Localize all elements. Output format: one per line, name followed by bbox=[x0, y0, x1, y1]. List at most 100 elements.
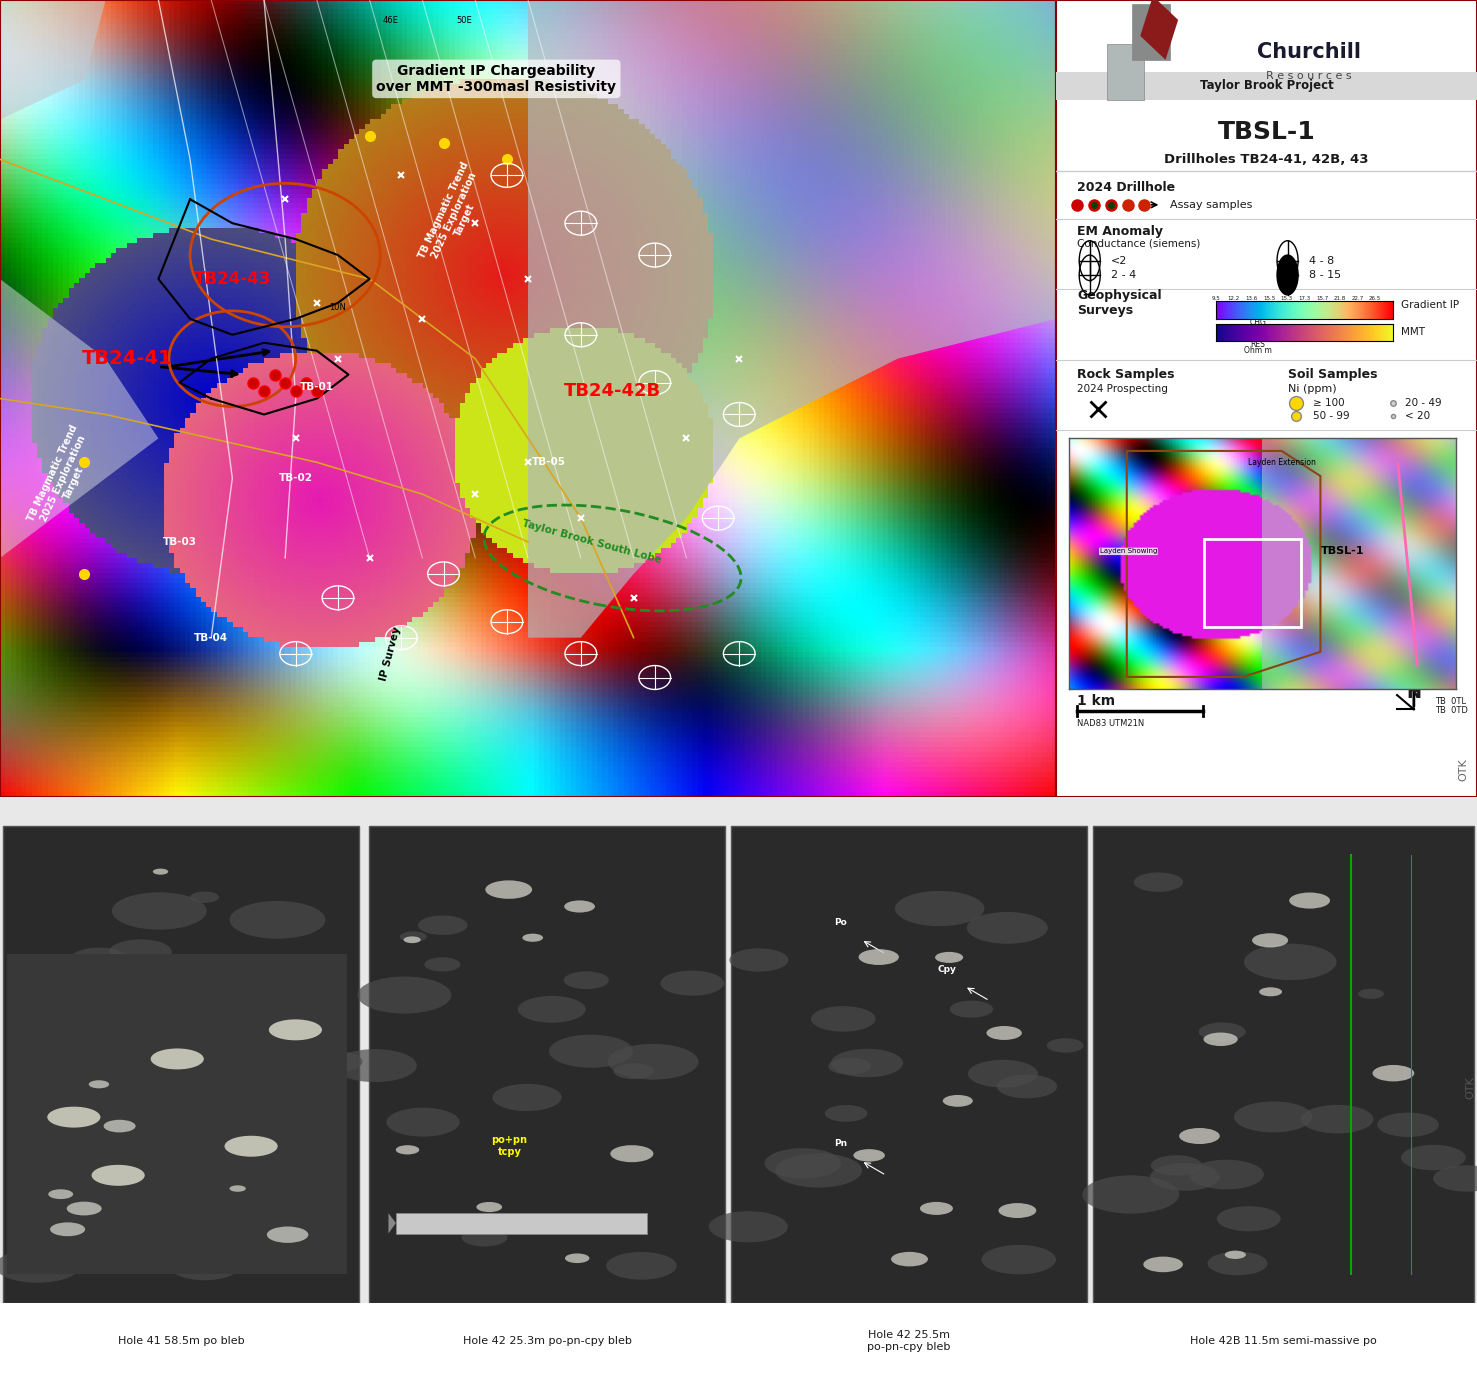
Text: 2 - 4: 2 - 4 bbox=[1111, 270, 1136, 280]
Circle shape bbox=[267, 1226, 309, 1242]
Circle shape bbox=[216, 1117, 272, 1139]
Circle shape bbox=[164, 969, 232, 997]
Circle shape bbox=[1134, 873, 1183, 892]
Circle shape bbox=[854, 1149, 885, 1161]
Circle shape bbox=[1377, 1113, 1439, 1136]
Circle shape bbox=[981, 1245, 1056, 1274]
Circle shape bbox=[660, 971, 724, 996]
Circle shape bbox=[891, 1252, 928, 1266]
Text: TB-04: TB-04 bbox=[193, 633, 229, 643]
Circle shape bbox=[403, 936, 421, 943]
Circle shape bbox=[832, 1049, 902, 1077]
Circle shape bbox=[173, 1004, 266, 1041]
Circle shape bbox=[47, 1107, 100, 1128]
Circle shape bbox=[950, 1001, 993, 1018]
Circle shape bbox=[829, 1058, 871, 1074]
Circle shape bbox=[92, 1165, 145, 1186]
Text: Taylor Brook Project: Taylor Brook Project bbox=[1199, 79, 1334, 92]
Circle shape bbox=[170, 1254, 239, 1280]
Circle shape bbox=[549, 1034, 634, 1067]
Polygon shape bbox=[0, 279, 158, 558]
Text: TB24-42B: TB24-42B bbox=[564, 382, 662, 400]
Text: 15.3: 15.3 bbox=[1281, 295, 1292, 301]
Bar bbox=[369, 826, 725, 1303]
Circle shape bbox=[824, 1105, 867, 1123]
Text: Gradient IP: Gradient IP bbox=[1402, 301, 1459, 310]
Circle shape bbox=[486, 880, 532, 899]
Text: OTK: OTK bbox=[1465, 1077, 1476, 1099]
Text: Gradient IP Chargeability
over MMT -300masl Resistivity: Gradient IP Chargeability over MMT -300m… bbox=[377, 63, 616, 94]
Text: R e s o u r c e s: R e s o u r c e s bbox=[1266, 70, 1351, 81]
Text: Conductance (siemens): Conductance (siemens) bbox=[1077, 239, 1201, 248]
Text: 46E: 46E bbox=[383, 17, 399, 25]
Text: Pn: Pn bbox=[835, 1139, 848, 1149]
Circle shape bbox=[1083, 1175, 1179, 1214]
Circle shape bbox=[191, 891, 219, 903]
Circle shape bbox=[1143, 1256, 1183, 1273]
Bar bbox=[3, 826, 359, 1303]
Polygon shape bbox=[529, 0, 1056, 637]
Text: TB-02: TB-02 bbox=[279, 473, 313, 483]
Text: MMT: MMT bbox=[1402, 327, 1425, 338]
Text: EM Anomaly: EM Anomaly bbox=[1077, 225, 1162, 237]
Text: Cpy: Cpy bbox=[938, 965, 957, 974]
Text: mV/V: mV/V bbox=[1248, 324, 1269, 332]
Bar bbox=[396, 1214, 647, 1233]
Text: Assay samples: Assay samples bbox=[1170, 200, 1252, 210]
Circle shape bbox=[613, 1063, 654, 1080]
Circle shape bbox=[477, 1202, 502, 1212]
Text: 50E: 50E bbox=[456, 17, 473, 25]
Circle shape bbox=[1252, 934, 1288, 947]
Circle shape bbox=[400, 931, 427, 942]
Text: Drillholes TB24-41, 42B, 43: Drillholes TB24-41, 42B, 43 bbox=[1164, 153, 1369, 165]
Circle shape bbox=[103, 1120, 136, 1132]
Circle shape bbox=[492, 1084, 561, 1111]
Circle shape bbox=[967, 1060, 1038, 1088]
Circle shape bbox=[1357, 989, 1384, 998]
Bar bbox=[731, 826, 1087, 1303]
Text: Taylor Brook South Lobe: Taylor Brook South Lobe bbox=[520, 519, 662, 565]
Text: 50 - 99: 50 - 99 bbox=[1313, 411, 1350, 421]
Circle shape bbox=[151, 1048, 204, 1069]
Text: 9.5: 9.5 bbox=[1211, 295, 1220, 301]
Circle shape bbox=[71, 947, 128, 971]
Text: TB Magmatic Trend
2025 Exploration
Target: TB Magmatic Trend 2025 Exploration Targe… bbox=[27, 423, 100, 534]
Circle shape bbox=[730, 949, 789, 972]
Circle shape bbox=[1179, 1128, 1220, 1145]
Circle shape bbox=[396, 1145, 419, 1154]
Circle shape bbox=[334, 1049, 417, 1083]
Text: N: N bbox=[1406, 684, 1421, 702]
Text: NAD83 UTM21N: NAD83 UTM21N bbox=[1077, 720, 1145, 728]
Circle shape bbox=[967, 912, 1047, 943]
Text: TB-01: TB-01 bbox=[300, 382, 334, 392]
Circle shape bbox=[518, 996, 586, 1023]
Text: CHG: CHG bbox=[1250, 317, 1267, 327]
Text: 20 - 49: 20 - 49 bbox=[1406, 397, 1442, 408]
Text: 21.8: 21.8 bbox=[1334, 295, 1346, 301]
Circle shape bbox=[1224, 1251, 1247, 1259]
Circle shape bbox=[606, 1252, 676, 1280]
Circle shape bbox=[31, 1007, 65, 1020]
Text: 13.6: 13.6 bbox=[1245, 295, 1257, 301]
Circle shape bbox=[66, 1201, 102, 1215]
Text: 8 - 15: 8 - 15 bbox=[1309, 270, 1341, 280]
Text: 10N: 10N bbox=[329, 303, 347, 312]
Circle shape bbox=[309, 1051, 362, 1073]
Text: Geophysical
Surveys: Geophysical Surveys bbox=[1077, 288, 1162, 317]
Circle shape bbox=[935, 952, 963, 963]
Bar bbox=[7, 954, 347, 1274]
Circle shape bbox=[1199, 1022, 1245, 1041]
Text: TB Magmatic Trend
2025 Exploration
Target: TB Magmatic Trend 2025 Exploration Targe… bbox=[417, 160, 492, 270]
Text: <2: <2 bbox=[1111, 255, 1127, 266]
Text: RES: RES bbox=[1251, 339, 1266, 349]
Circle shape bbox=[0, 1249, 80, 1282]
Text: TB-03: TB-03 bbox=[162, 536, 196, 547]
Circle shape bbox=[765, 1149, 842, 1179]
Text: 4 - 8: 4 - 8 bbox=[1309, 255, 1334, 266]
Text: TB24-41: TB24-41 bbox=[81, 349, 171, 368]
Text: Ni (ppm): Ni (ppm) bbox=[1288, 383, 1337, 394]
Text: po+pn
tcpy: po+pn tcpy bbox=[492, 1135, 527, 1157]
Text: TB24-43: TB24-43 bbox=[193, 270, 270, 288]
Circle shape bbox=[462, 1229, 508, 1247]
Polygon shape bbox=[388, 1214, 396, 1233]
